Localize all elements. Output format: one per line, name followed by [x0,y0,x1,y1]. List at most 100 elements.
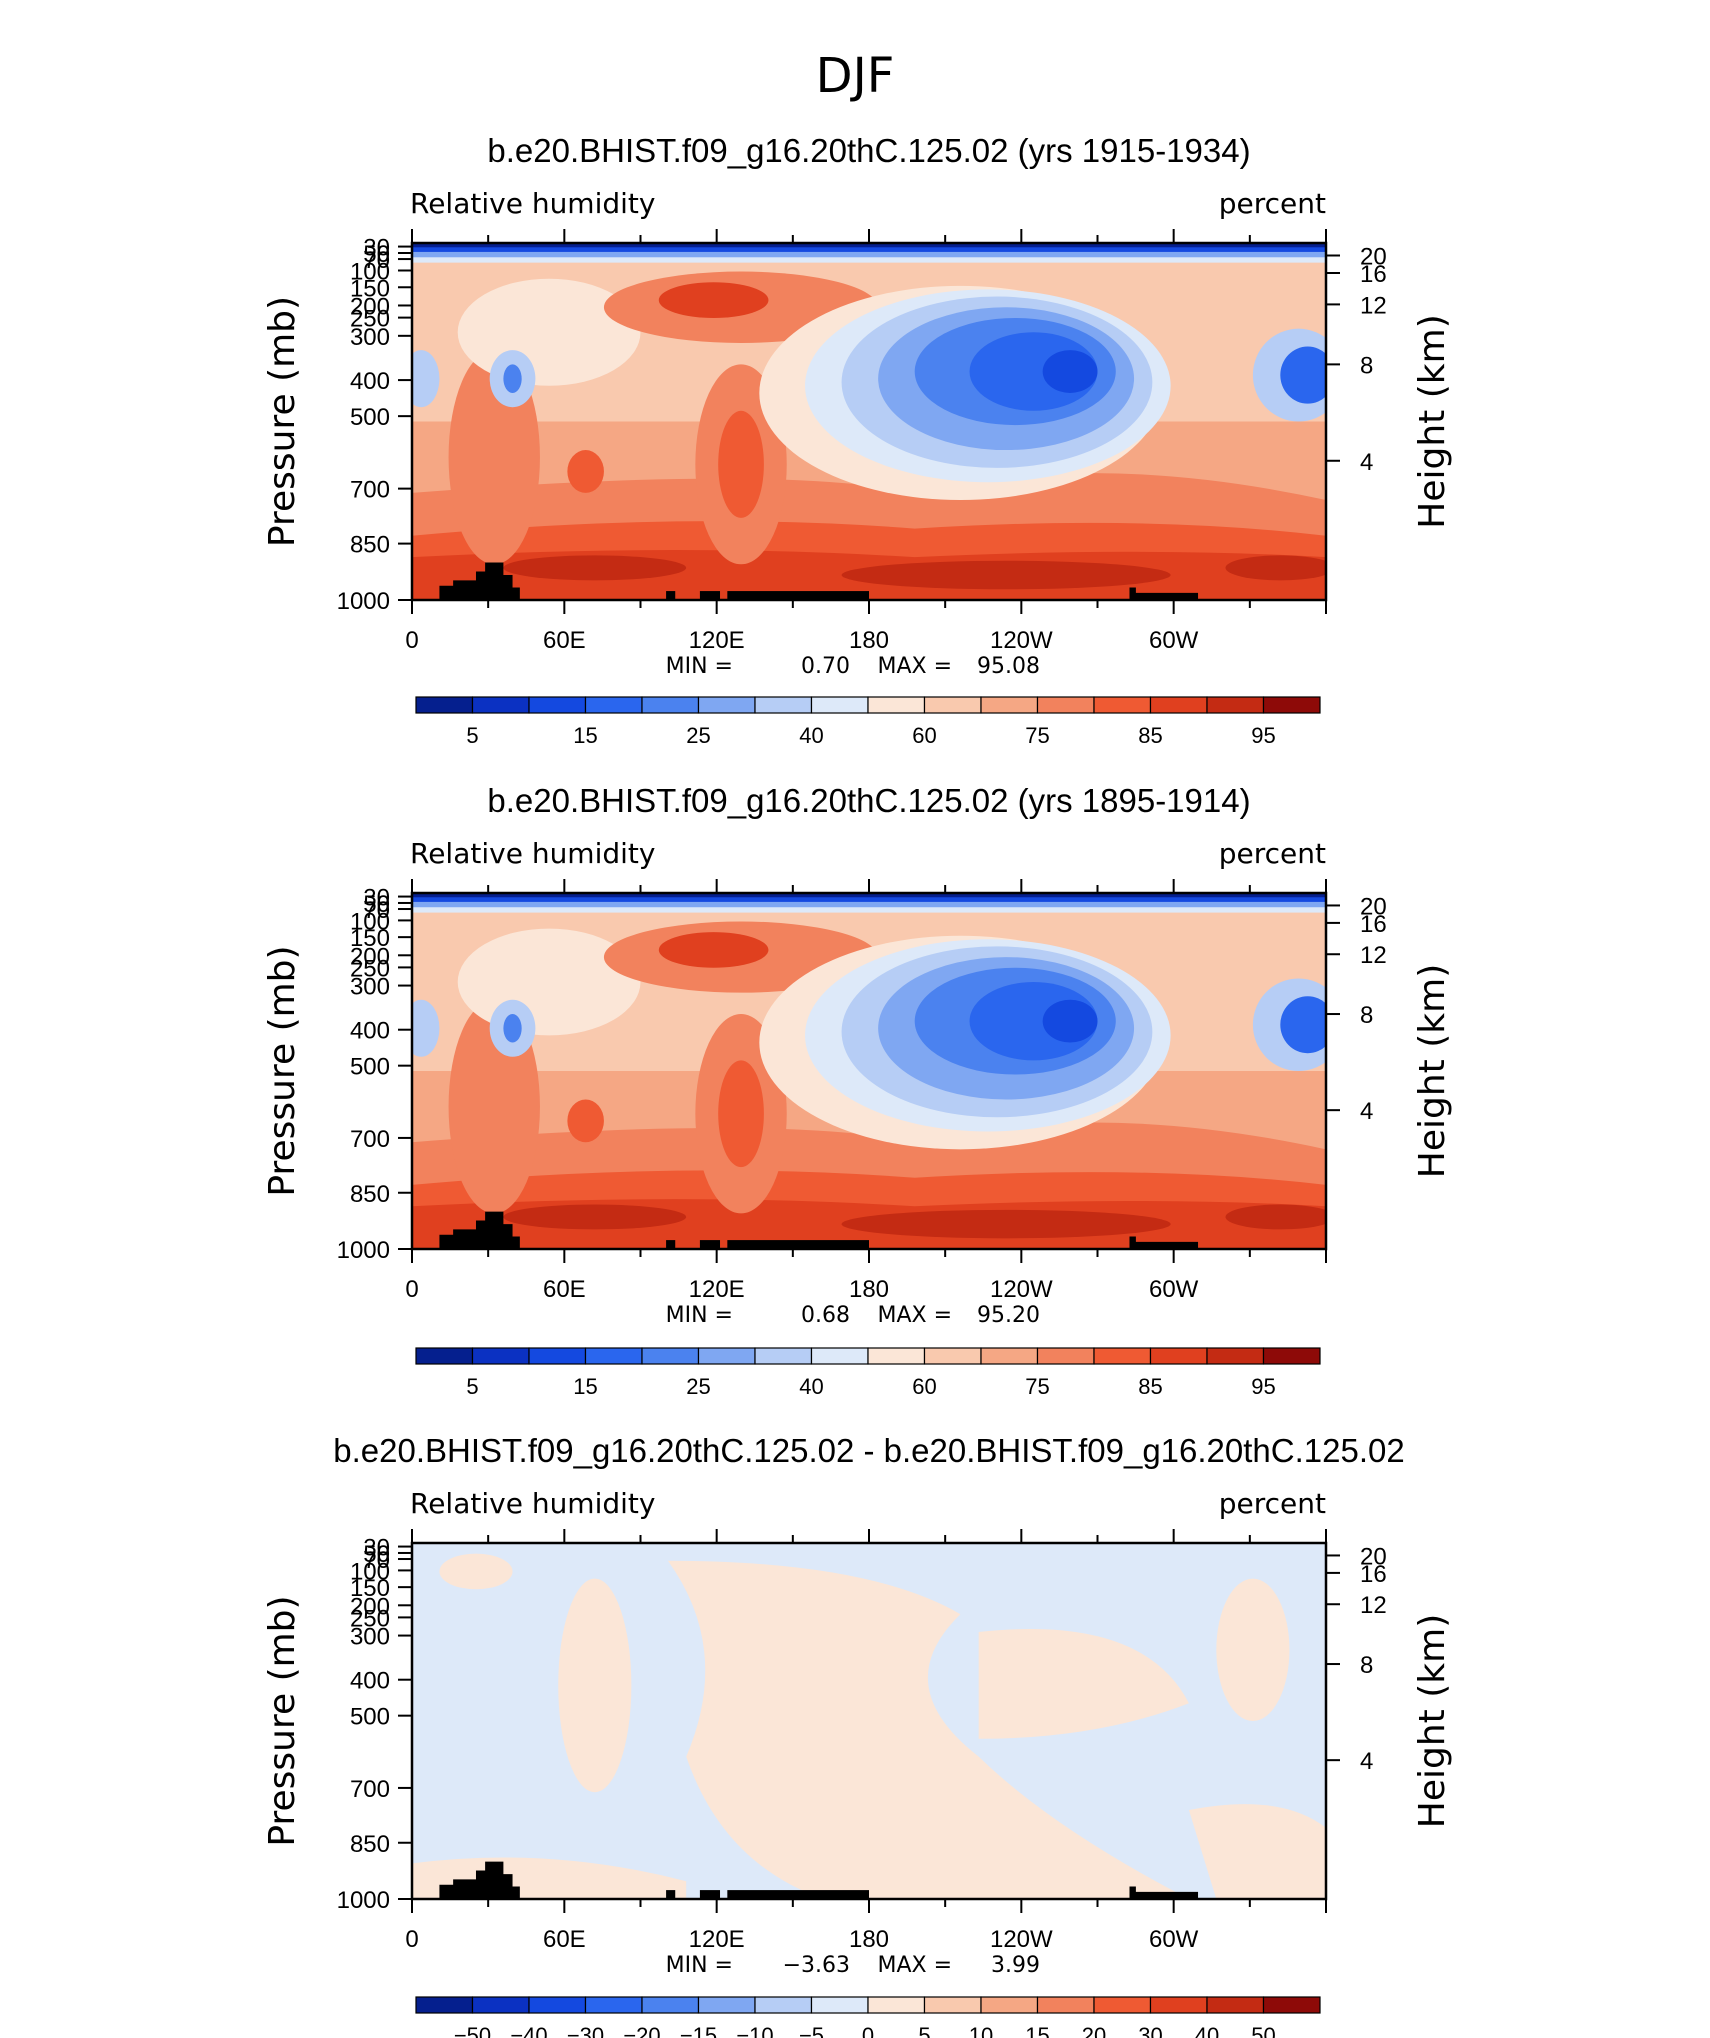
colorbar-swatch [754,1996,813,2014]
colorbar-swatch [867,1347,926,1365]
y-tick-label: 1000 [337,1887,390,1914]
x-tick-label: 180 [849,1276,889,1303]
colorbar-label: 85 [1138,1374,1162,1399]
colorbar-label: 20 [1082,2023,1106,2038]
colorbar-swatch [697,696,756,714]
height-tick-label: 12 [1360,292,1387,319]
max-label: MAX = [877,1953,952,1978]
max-label: MAX = [877,654,952,679]
y-axis-label-right: Height (km) [1412,314,1453,528]
colorbar-swatch [1206,696,1265,714]
colorbar-swatch [584,1347,643,1365]
colorbar-label: 85 [1138,723,1162,748]
y-tick-label: 400 [350,368,390,395]
colorbar-label: 15 [1025,2023,1049,2038]
y-axis-label: Pressure (mb) [262,1595,303,1846]
y-axis-label: Pressure (mb) [262,945,303,1196]
min-value: −3.63 [783,1953,850,1978]
height-tick-label: 12 [1360,942,1387,969]
left-string: Relative humidity [410,187,655,220]
max-value: 95.08 [977,654,1040,679]
colorbar-label: −5 [799,2023,824,2038]
height-tick-label: 20 [1360,1543,1387,1570]
y-tick-label: 500 [350,1054,390,1081]
colorbar-swatch [810,1996,869,2014]
x-tick-label: 120W [990,1926,1053,1953]
x-tick-label: 60E [543,627,586,654]
chart-panel-1: b.e20.BHIST.f09_g16.20thC.125.02 (yrs 19… [262,132,1453,748]
colorbar-swatch [1093,1996,1152,2014]
y-axis-label: Pressure (mb) [262,296,303,547]
y-tick-label: 400 [350,1668,390,1695]
colorbar-label: 40 [1195,2023,1219,2038]
x-tick-label: 60E [543,1276,586,1303]
colorbar-swatch [641,1996,700,2014]
colorbar-label: 5 [466,723,478,748]
colorbar-label: 25 [686,723,710,748]
colorbar-swatch [697,1347,756,1365]
colorbar-swatch [923,1996,982,2014]
colorbar-swatch [1149,696,1208,714]
height-tick-label: 20 [1360,243,1387,270]
x-tick-label: 180 [849,1926,889,1953]
colorbar-swatch [415,1347,474,1365]
right-string: percent [1219,187,1326,220]
colorbar-swatch [1036,696,1095,714]
colorbar-swatch [528,1347,587,1365]
height-tick-label: 8 [1360,1002,1373,1029]
colorbar-label: −10 [736,2023,773,2038]
max-label: MAX = [877,1303,952,1328]
x-tick-label: 120E [689,627,745,654]
colorbar-label: −15 [680,2023,717,2038]
colorbar-swatch [471,1996,530,2014]
y-tick-label: 70 [363,897,390,924]
left-string: Relative humidity [410,837,655,870]
x-tick-label: 120E [689,1926,745,1953]
colorbar: 5 15 25 40 60 75 85 95 [415,1347,1321,1399]
y-axis-label-right: Height (km) [1412,964,1453,1178]
y-tick-label: 1000 [337,588,390,615]
min-label: MIN = [666,654,733,679]
colorbar-label: −20 [623,2023,660,2038]
panels: b.e20.BHIST.f09_g16.20thC.125.02 (yrs 19… [262,132,1453,2038]
height-tick-label: 12 [1360,1592,1387,1619]
y-tick-label: 250 [350,955,390,982]
colorbar-label: −40 [510,2023,547,2038]
min-label: MIN = [666,1303,733,1328]
height-tick-label: 8 [1360,352,1373,379]
colorbar-swatch [980,1996,1039,2014]
colorbar-swatch [1262,1347,1321,1365]
colorbar-label: 60 [912,723,936,748]
colorbar-swatch [1036,1996,1095,2014]
colorbar-label: −50 [454,2023,491,2038]
height-tick-label: 16 [1360,911,1387,938]
height-tick-label: 8 [1360,1652,1373,1679]
x-tick-label: 120W [990,1276,1053,1303]
colorbar-swatch [528,1996,587,2014]
colorbar-label: −30 [567,2023,604,2038]
colorbar-label: 10 [969,2023,993,2038]
height-tick-label: 4 [1360,1098,1373,1125]
colorbar-swatch [1262,1996,1321,2014]
panel-title: b.e20.BHIST.f09_g16.20thC.125.02 - b.e20… [333,1432,1404,1469]
y-tick-label: 100 [350,908,390,935]
y-tick-label: 300 [350,974,390,1001]
x-tick-label: 60W [1149,627,1199,654]
y-tick-label: 500 [350,404,390,431]
colorbar-swatch [1093,696,1152,714]
y-tick-label: 50 [363,891,390,918]
colorbar-swatch [641,1347,700,1365]
y-tick-label: 850 [350,1831,390,1858]
y-tick-label: 700 [350,1776,390,1803]
left-string: Relative humidity [410,1487,655,1520]
y-tick-label: 700 [350,1126,390,1153]
x-tick-label: 0 [405,1276,418,1303]
page-title: DJF [816,48,895,104]
colorbar-swatch [923,1347,982,1365]
colorbar-swatch [584,696,643,714]
y-tick-label: 50 [363,241,390,268]
colorbar-swatch [471,696,530,714]
y-tick-label: 250 [350,1605,390,1632]
x-tick-label: 60W [1149,1276,1199,1303]
colorbar-swatch [980,696,1039,714]
